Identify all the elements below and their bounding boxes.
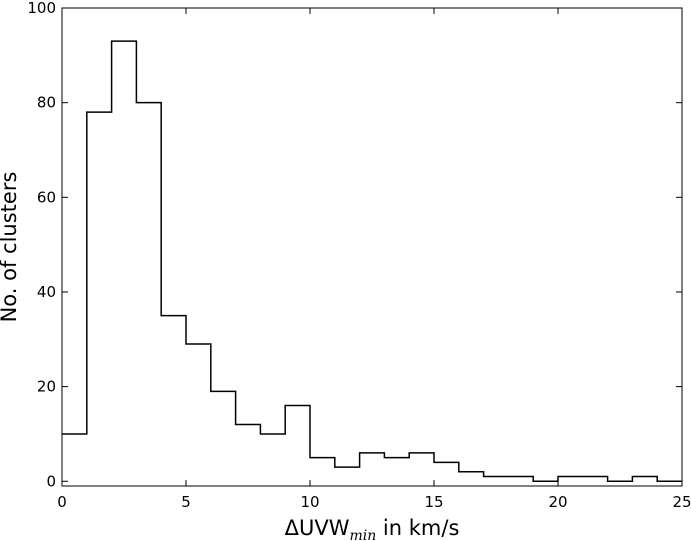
x-tick-label: 20 [548, 493, 567, 511]
x-tick-label: 25 [672, 493, 691, 511]
y-tick-label: 40 [37, 283, 56, 301]
y-tick-label: 60 [37, 188, 56, 206]
x-axis-label: ΔUVWmin in km/s [285, 516, 460, 541]
x-tick-label: 5 [181, 493, 191, 511]
y-tick-label: 100 [27, 0, 56, 17]
y-tick-label: 20 [37, 378, 56, 396]
x-axis-ticks: 0 5 10 15 20 25 [57, 8, 691, 511]
y-tick-label: 80 [37, 94, 56, 112]
x-axis-label-suffix: in km/s [376, 516, 459, 540]
x-tick-label: 15 [424, 493, 443, 511]
y-axis-ticks: 0 20 40 60 80 100 [27, 0, 682, 490]
y-axis-label: No. of clusters [0, 172, 21, 323]
x-tick-label: 0 [57, 493, 67, 511]
y-tick-label: 0 [46, 472, 56, 490]
plot-frame [61, 7, 683, 487]
histogram-step-line [62, 40, 682, 483]
x-tick-label: 10 [300, 493, 319, 511]
x-axis-label-prefix: ΔUVW [285, 516, 350, 540]
x-axis-label-subscript: min [349, 528, 376, 541]
